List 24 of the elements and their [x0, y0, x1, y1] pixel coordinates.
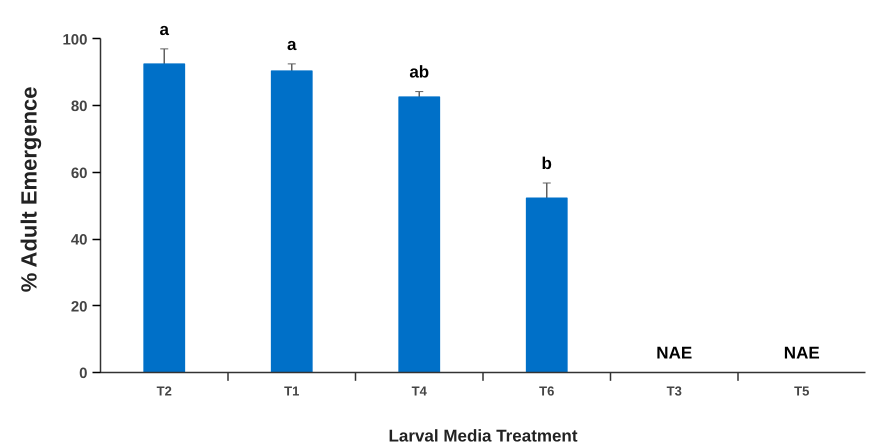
- annotation: a: [160, 20, 170, 39]
- x-tick-label: T3: [666, 384, 682, 398]
- annotation: ab: [409, 62, 430, 82]
- annotation: b: [542, 154, 552, 173]
- x-tick-label: T4: [412, 384, 428, 398]
- bar: [143, 63, 186, 372]
- y-tick-label: 60: [70, 164, 88, 182]
- x-tick-label: T1: [284, 384, 300, 398]
- x-tick-label: T6: [539, 384, 554, 398]
- x-axis-title: Larval Media Treatment: [388, 426, 578, 446]
- y-tick-label: 20: [70, 298, 88, 316]
- y-tick-label: 40: [70, 232, 88, 249]
- annotation: a: [287, 34, 298, 54]
- y-tick-label: 100: [62, 31, 88, 48]
- bar: [270, 70, 313, 372]
- annotation: NAE: [656, 344, 692, 362]
- y-tick-label: 80: [70, 98, 88, 116]
- annotation: NAE: [784, 344, 820, 362]
- y-axis-title: % Adult Emergence: [16, 86, 42, 292]
- x-tick-label: T2: [156, 384, 172, 398]
- bar: [526, 198, 568, 372]
- y-tick-label: 0: [79, 365, 88, 382]
- x-tick-label: T5: [794, 384, 810, 398]
- bar: [398, 96, 440, 372]
